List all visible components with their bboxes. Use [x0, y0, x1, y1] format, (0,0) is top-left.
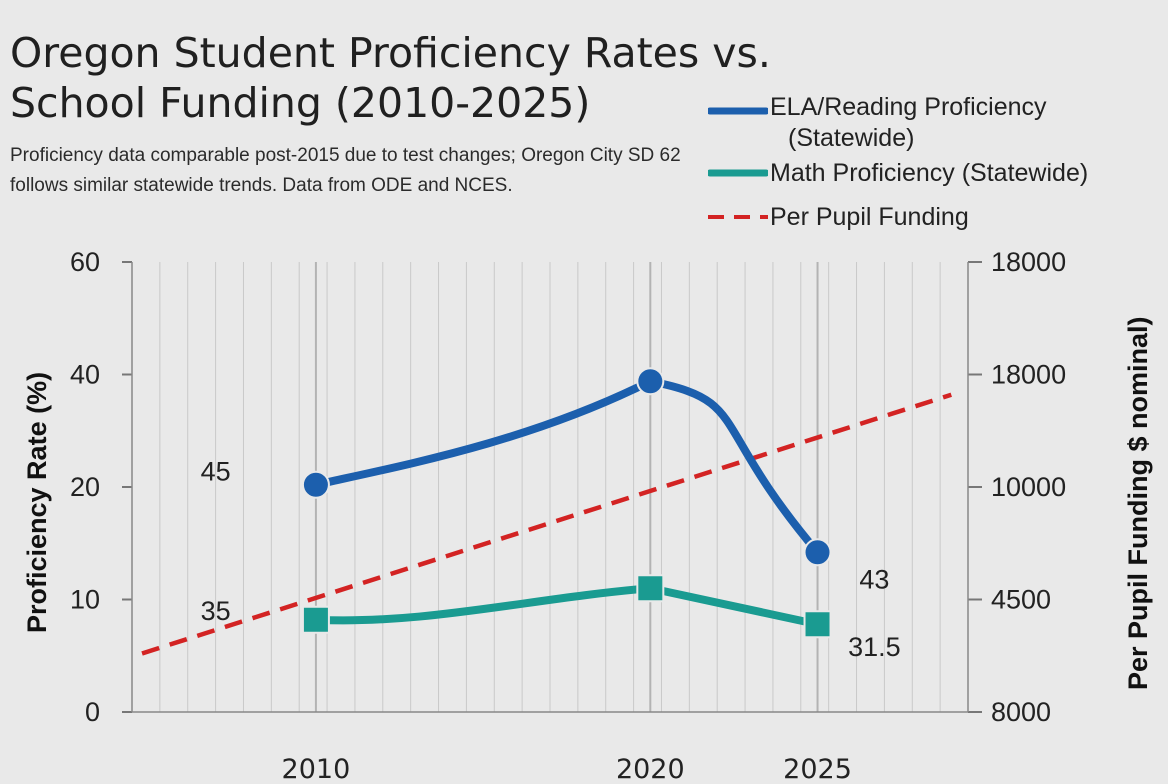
ela-point: [636, 367, 665, 396]
chart-title-text: Oregon Student Proficiency Rates vs. Sch…: [10, 29, 771, 127]
legend-label-ela-line1: ELA/Reading Proficiency: [770, 93, 1047, 121]
legend-swatch-funding: [708, 202, 768, 233]
x-tick-label: 2020: [616, 754, 685, 784]
data-label: 45: [201, 456, 231, 486]
data-label: 31.5: [848, 632, 901, 662]
legend-label-funding: Per Pupil Funding: [770, 203, 969, 231]
x-tick-label: 2025: [783, 754, 852, 784]
chart-title: Oregon Student Proficiency Rates vs. Sch…: [10, 28, 830, 128]
data-label: 35: [201, 596, 231, 626]
legend-label-ela-line2: (Statewide): [788, 124, 915, 152]
chart-labels: 45 35 43 31.5: [201, 456, 901, 662]
y-tick-label: 40: [70, 360, 100, 390]
legend-swatch-math: [708, 158, 768, 189]
y2-tick-label: 8000: [991, 697, 1051, 727]
y-tick-label: 20: [70, 472, 100, 502]
chart-grid: [131, 262, 969, 712]
ela-point: [301, 470, 330, 499]
legend-item-math: Math Proficiency (Statewide): [708, 158, 1158, 202]
y-tick-label: 10: [70, 585, 100, 615]
math-line: [311, 584, 822, 629]
x-tick-label: 2010: [282, 754, 351, 784]
math-point: [301, 605, 330, 634]
legend-item-ela: ELA/Reading Proficiency (Statewide): [708, 92, 1158, 158]
math-point: [636, 574, 665, 603]
y2-tick-label: 18000: [991, 247, 1066, 277]
ela-point: [803, 538, 832, 567]
y-axis-title: Proficiency Rate (%): [22, 372, 52, 633]
y2-tick-label: 4500: [991, 585, 1051, 615]
y2-axis-title: Per Pupil Funding $ nominal): [1123, 316, 1153, 690]
ela-line: [311, 377, 822, 557]
chart-axes: 0 8000 10 4500 20 10000 40 18000 60 18000 2010 2020…: [22, 247, 1153, 784]
chart-subtitle: Proficiency data comparable post-2015 du…: [10, 145, 681, 196]
chart-series: [141, 367, 952, 656]
funding-line: [141, 392, 952, 656]
legend: ELA/Reading Proficiency (Statewide) Math…: [708, 92, 1158, 233]
legend-item-funding: Per Pupil Funding: [708, 202, 1158, 233]
data-label: 43: [859, 564, 889, 594]
y2-tick-label: 10000: [991, 472, 1066, 502]
legend-swatch-ela: [708, 92, 768, 123]
y-tick-label: 60: [70, 247, 100, 277]
y-tick-label: 0: [85, 697, 100, 727]
legend-label-ela: ELA/Reading Proficiency (Statewide): [770, 92, 1047, 154]
legend-label-math: Math Proficiency (Statewide): [770, 159, 1089, 187]
y2-tick-label: 18000: [991, 360, 1066, 390]
math-point: [803, 610, 832, 639]
